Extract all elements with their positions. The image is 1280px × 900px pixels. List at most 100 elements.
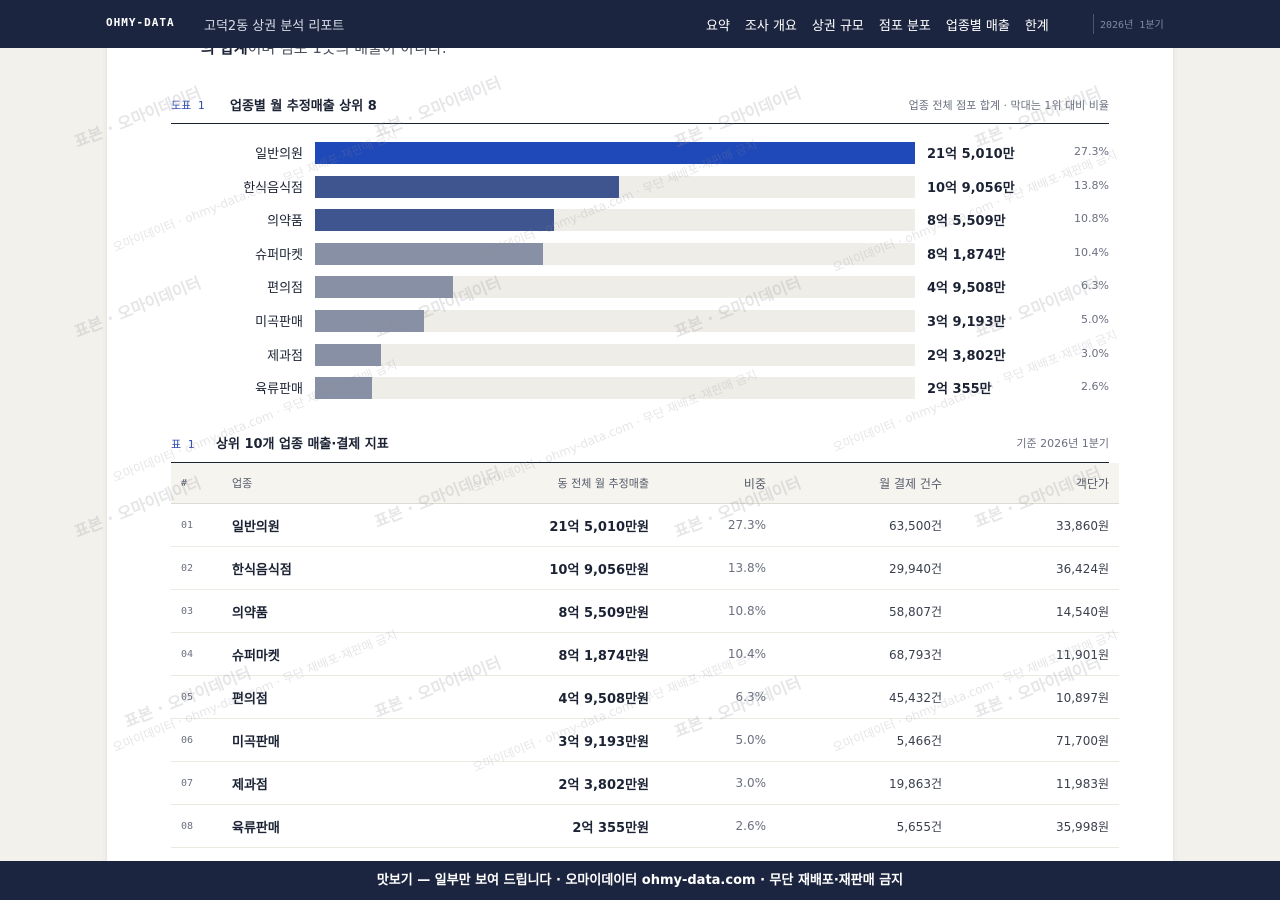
bar-track <box>315 209 915 232</box>
bar-row: 일반의원 21억 5,010만 27.3% <box>171 142 1109 164</box>
bar-share-label: 3.0% <box>1081 346 1109 360</box>
bar-row: 한식음식점 10억 9,056만 13.8% <box>171 175 1109 198</box>
column-header-avg-ticket: 객단가 <box>952 463 1119 504</box>
bar <box>315 377 372 400</box>
bar-category-label: 일반의원 <box>255 147 303 162</box>
avg-ticket-cell: 11,901원 <box>952 632 1119 676</box>
table-row: 06 미곡판매 3억 9,193만원 5.0% 5,466건 71,700원 <box>171 718 1119 762</box>
bar-row: 의약품 8억 5,509만 10.8% <box>171 209 1109 232</box>
industry-metrics-table: # 업종 동 전체 월 추정매출 비중 월 결제 건수 객단가 01 일반의원 21… <box>171 463 1119 848</box>
bar <box>315 209 554 232</box>
table-row: 04 슈퍼마켓 8억 1,874만원 10.4% 68,793건 11,901원 <box>171 632 1119 676</box>
bar-track <box>315 175 915 198</box>
table-row: 07 제과점 2억 3,802만원 3.0% 19,863건 11,983원 <box>171 761 1119 805</box>
share-cell: 10.8% <box>659 589 776 633</box>
payment-count-cell: 68,793건 <box>776 632 952 676</box>
payment-count-cell: 29,940건 <box>776 546 952 590</box>
bar <box>315 310 425 332</box>
avg-ticket-cell: 10,897원 <box>952 675 1119 719</box>
payment-count-cell: 19,863건 <box>776 761 952 805</box>
payment-count-cell: 45,432건 <box>776 675 952 719</box>
bar-row: 편의점 4억 9,508만 6.3% <box>171 276 1109 299</box>
bar-share-label: 6.3% <box>1081 279 1109 293</box>
avg-ticket-cell: 36,424원 <box>952 546 1119 590</box>
share-cell: 2.6% <box>659 804 776 848</box>
bar-category-label: 슈퍼마켓 <box>255 247 303 263</box>
bar-category-label: 육류판매 <box>255 382 303 398</box>
nav-divider <box>1093 14 1094 34</box>
monthly-sales-cell: 4억 9,508만원 <box>412 675 659 719</box>
monthly-sales-cell: 2억 355만원 <box>412 804 659 848</box>
brand-logo[interactable]: OHMY-DATA <box>106 16 175 29</box>
bar-track <box>315 276 915 299</box>
figure-header: 도표 1 업종별 월 추정매출 상위 8 업종 전체 점포 합계 · 막대는 1… <box>171 96 1109 124</box>
rank-cell: 07 <box>171 761 222 805</box>
bar <box>315 142 915 164</box>
bar-value-label: 4억 9,508만 <box>927 281 1006 297</box>
avg-ticket-cell: 33,860원 <box>952 503 1119 547</box>
bar <box>315 343 382 366</box>
bar-value-label: 10억 9,056만 <box>927 180 1015 196</box>
monthly-sales-cell: 8억 5,509만원 <box>412 589 659 633</box>
bar-category-label: 의약품 <box>267 214 303 230</box>
share-cell: 5.0% <box>659 718 776 762</box>
share-cell: 10.4% <box>659 632 776 676</box>
industry-cell: 의약품 <box>222 589 412 633</box>
nav-link-limitations[interactable]: 한계 <box>1024 19 1049 34</box>
column-header-monthly-sales: 동 전체 월 추정매출 <box>412 463 659 504</box>
share-cell: 6.3% <box>659 675 776 719</box>
rank-cell: 06 <box>171 718 222 762</box>
table-note: 기준 2026년 1분기 <box>1016 437 1109 450</box>
bar-share-label: 10.8% <box>1074 212 1109 226</box>
nav-link-sales-by-industry[interactable]: 업종별 매출 <box>945 19 1010 34</box>
bar-category-label: 편의점 <box>267 281 303 297</box>
payment-count-cell: 5,655건 <box>776 804 952 848</box>
figure-tag: 도표 1 <box>171 99 205 112</box>
payment-count-cell: 5,466건 <box>776 718 952 762</box>
figure-note: 업종 전체 점포 합계 · 막대는 1위 대비 비율 <box>908 99 1109 112</box>
bar-track <box>315 242 915 265</box>
section-nav: 요약 조사 개요 상권 규모 점포 분포 업종별 매출 한계 <box>706 15 1064 34</box>
nav-link-summary[interactable]: 요약 <box>706 19 730 34</box>
table-row: 03 의약품 8억 5,509만원 10.8% 58,807건 14,540원 <box>171 589 1119 633</box>
nav-link-store-distribution[interactable]: 점포 분포 <box>878 19 931 34</box>
preview-banner: 맛보기 — 일부만 보여 드립니다 · 오마이데이터 ohmy-data.com… <box>0 861 1280 900</box>
table-row: 02 한식음식점 10억 9,056만원 13.8% 29,940건 36,424원 <box>171 546 1119 590</box>
report-period: 2026년 1분기 <box>1100 20 1164 31</box>
avg-ticket-cell: 71,700원 <box>952 718 1119 762</box>
column-header-rank: # <box>171 463 222 504</box>
bar-row: 미곡판매 3억 9,193만 5.0% <box>171 310 1109 332</box>
industry-cell: 미곡판매 <box>222 718 412 762</box>
bar <box>315 276 454 299</box>
rank-cell: 02 <box>171 546 222 590</box>
bar-track <box>315 310 915 332</box>
bar-value-label: 3억 9,193만 <box>927 315 1006 330</box>
bar-share-label: 2.6% <box>1081 380 1109 394</box>
nav-link-market-size[interactable]: 상권 규모 <box>811 19 864 34</box>
monthly-sales-cell: 8억 1,874만원 <box>412 632 659 676</box>
bar-row: 육류판매 2억 355만 2.6% <box>171 377 1109 400</box>
monthly-sales-cell: 10억 9,056만원 <box>412 546 659 590</box>
bar <box>315 175 620 198</box>
table-header-row: # 업종 동 전체 월 추정매출 비중 월 결제 건수 객단가 <box>171 463 1119 504</box>
bar-value-label: 21억 5,010만 <box>927 147 1015 162</box>
table-row: 08 육류판매 2억 355만원 2.6% 5,655건 35,998원 <box>171 804 1119 848</box>
industry-cell: 한식음식점 <box>222 546 412 590</box>
column-header-share: 비중 <box>659 463 776 504</box>
table-row: 01 일반의원 21억 5,010만원 27.3% 63,500건 33,860원 <box>171 503 1119 547</box>
industry-cell: 육류판매 <box>222 804 412 848</box>
rank-cell: 03 <box>171 589 222 633</box>
bar-share-label: 27.3% <box>1074 145 1109 158</box>
bar-value-label: 2억 355만 <box>927 382 992 398</box>
bar-track <box>315 343 915 366</box>
rank-cell: 05 <box>171 675 222 719</box>
figure-title: 업종별 월 추정매출 상위 8 <box>230 99 377 114</box>
bar-track <box>315 377 915 400</box>
bar-value-label: 8억 5,509만 <box>927 214 1006 230</box>
payment-count-cell: 58,807건 <box>776 589 952 633</box>
rank-cell: 04 <box>171 632 222 676</box>
share-cell: 13.8% <box>659 546 776 590</box>
nav-link-overview[interactable]: 조사 개요 <box>744 19 797 34</box>
bar-share-label: 5.0% <box>1081 313 1109 326</box>
bar-row: 제과점 2억 3,802만 3.0% <box>171 343 1109 366</box>
